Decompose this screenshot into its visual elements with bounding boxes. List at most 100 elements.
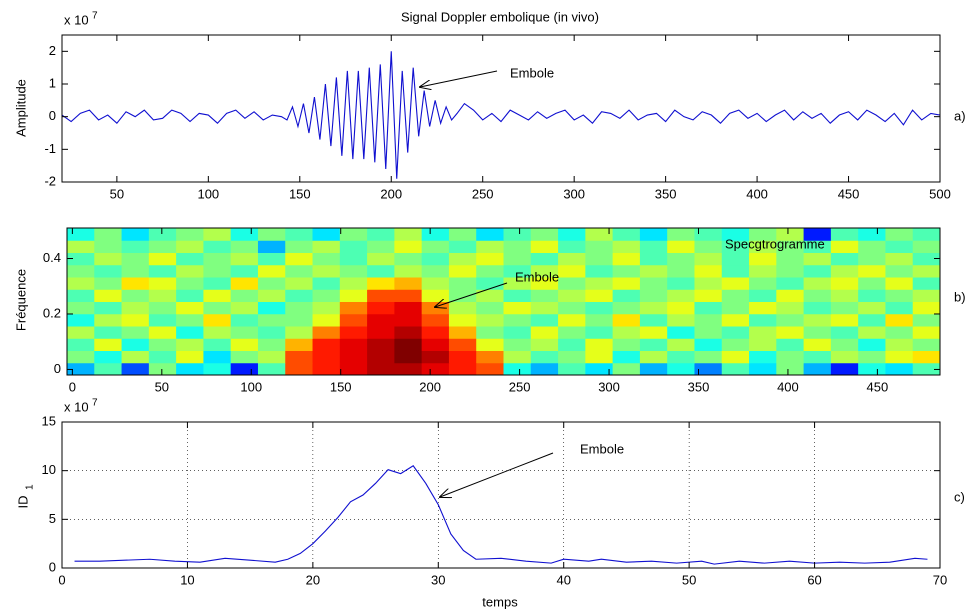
heatmap-cell bbox=[285, 362, 314, 375]
heatmap-cell bbox=[858, 264, 886, 278]
heatmap-cell bbox=[121, 252, 150, 266]
heatmap-cell bbox=[148, 350, 177, 364]
x-tick-label: 20 bbox=[306, 572, 320, 587]
heatmap-cell bbox=[912, 326, 940, 339]
heatmap-cell bbox=[257, 326, 286, 339]
annotation: Embole bbox=[515, 269, 559, 284]
heatmap-cell bbox=[367, 313, 395, 327]
heatmap-cell bbox=[803, 326, 832, 339]
heatmap-cell bbox=[885, 228, 914, 241]
x-tick-label: 50 bbox=[155, 379, 169, 394]
heatmap-cell bbox=[312, 362, 341, 375]
heatmap-cell bbox=[776, 362, 805, 375]
heatmap-cell bbox=[94, 338, 123, 351]
heatmap-cell bbox=[285, 228, 314, 241]
heatmap-cell bbox=[885, 252, 914, 266]
heatmap-cell bbox=[176, 313, 204, 327]
heatmap-cell bbox=[803, 240, 832, 253]
heatmap-cell bbox=[312, 264, 341, 278]
heatmap-cell bbox=[885, 240, 914, 253]
heatmap-cell bbox=[530, 350, 559, 364]
heatmap-cell bbox=[803, 362, 832, 375]
heatmap-cell bbox=[394, 338, 423, 351]
heatmap-cell bbox=[230, 264, 259, 278]
heatmap-cell bbox=[558, 301, 586, 315]
heatmap-cell bbox=[612, 289, 641, 302]
heatmap-cell bbox=[203, 326, 232, 339]
axes-frame bbox=[61, 34, 941, 183]
heatmap-cell bbox=[67, 301, 95, 315]
heatmap-cell bbox=[367, 289, 395, 302]
heatmap-cell bbox=[257, 289, 286, 302]
heatmap-cell bbox=[312, 301, 341, 315]
heatmap-cell bbox=[148, 362, 177, 375]
heatmap-cell bbox=[885, 350, 914, 364]
heatmap-cell bbox=[339, 228, 368, 241]
heatmap-cell bbox=[530, 252, 559, 266]
heatmap-cell bbox=[885, 313, 914, 327]
heatmap-cell bbox=[148, 301, 177, 315]
heatmap-cell bbox=[776, 240, 805, 253]
heatmap-cell bbox=[776, 326, 805, 339]
heatmap-cell bbox=[121, 301, 150, 315]
heatmap-cell bbox=[503, 289, 532, 302]
heatmap-cell bbox=[257, 277, 286, 290]
heatmap-cell bbox=[257, 338, 286, 351]
heatmap-cell bbox=[858, 313, 886, 327]
heatmap-cell bbox=[749, 264, 777, 278]
heatmap-cell bbox=[339, 313, 368, 327]
annotation-arrow bbox=[440, 452, 554, 497]
heatmap-cell bbox=[176, 350, 204, 364]
heatmap-cell bbox=[776, 350, 805, 364]
heatmap-cell bbox=[230, 240, 259, 253]
heatmap-cell bbox=[367, 301, 395, 315]
heatmap-cell bbox=[749, 362, 777, 375]
heatmap-cell bbox=[803, 277, 832, 290]
heatmap-cell bbox=[667, 264, 695, 278]
heatmap-cell bbox=[421, 313, 450, 327]
heatmap-cell bbox=[558, 338, 586, 351]
heatmap-cell bbox=[503, 362, 532, 375]
heatmap-cell bbox=[749, 326, 777, 339]
heatmap-cell bbox=[639, 313, 668, 327]
heatmap-cell bbox=[148, 252, 177, 266]
heatmap-cell bbox=[749, 313, 777, 327]
heatmap-cell bbox=[312, 228, 341, 241]
heatmap-cell bbox=[749, 301, 777, 315]
heatmap-cell bbox=[394, 277, 423, 290]
heatmap-cell bbox=[912, 313, 940, 327]
x-tick-label: 30 bbox=[431, 572, 445, 587]
heatmap-cell bbox=[230, 350, 259, 364]
heatmap-cell bbox=[394, 326, 423, 339]
heatmap-cell bbox=[448, 338, 477, 351]
heatmap-cell bbox=[585, 362, 614, 375]
annotation-arrow bbox=[420, 70, 498, 87]
heatmap-cell bbox=[394, 252, 423, 266]
heatmap-cell bbox=[448, 240, 477, 253]
heatmap-cell bbox=[530, 264, 559, 278]
x-tick-label: 100 bbox=[197, 186, 219, 201]
heatmap-cell bbox=[694, 289, 723, 302]
heatmap-cell bbox=[121, 350, 150, 364]
heatmap-cell bbox=[503, 252, 532, 266]
heatmap-cell bbox=[312, 240, 341, 253]
heatmap-cell bbox=[257, 301, 286, 315]
heatmap-cell bbox=[585, 338, 614, 351]
heatmap-cell bbox=[639, 264, 668, 278]
heatmap-cell bbox=[312, 289, 341, 302]
heatmap-cell bbox=[67, 252, 95, 266]
heatmap-cell bbox=[558, 240, 586, 253]
x-tick-label: 0 bbox=[69, 379, 76, 394]
heatmap-cell bbox=[230, 362, 259, 375]
heatmap-cell bbox=[394, 301, 423, 315]
x-tick-label: 250 bbox=[509, 379, 531, 394]
heatmap-cell bbox=[503, 326, 532, 339]
heatmap-cell bbox=[721, 277, 750, 290]
heatmap-cell bbox=[421, 228, 450, 241]
heatmap-cell bbox=[312, 252, 341, 266]
heatmap-cell bbox=[558, 252, 586, 266]
heatmap-cell bbox=[121, 240, 150, 253]
y-multiplier-exponent: 7 bbox=[92, 398, 98, 409]
heatmap-cell bbox=[121, 264, 150, 278]
heatmap-cell bbox=[558, 326, 586, 339]
